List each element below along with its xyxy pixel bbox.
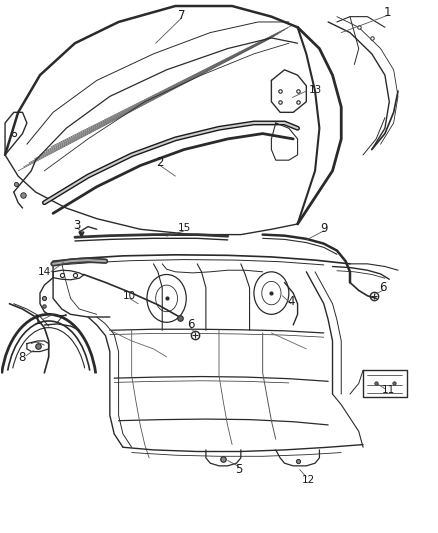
- Text: 9: 9: [320, 222, 328, 235]
- Text: 7: 7: [178, 9, 186, 22]
- Text: 15: 15: [177, 223, 191, 233]
- Text: 2: 2: [156, 156, 164, 169]
- Text: 14: 14: [38, 267, 51, 277]
- Text: 4: 4: [287, 295, 295, 308]
- Text: 12: 12: [302, 475, 315, 485]
- Text: 3: 3: [74, 219, 81, 231]
- Text: 1: 1: [383, 6, 391, 19]
- Text: 8: 8: [18, 351, 25, 365]
- Text: 6: 6: [379, 281, 386, 294]
- Text: 6: 6: [187, 319, 194, 332]
- Text: 5: 5: [235, 463, 242, 476]
- Text: 11: 11: [382, 385, 395, 395]
- Text: 1: 1: [34, 314, 42, 327]
- Text: 13: 13: [308, 85, 322, 95]
- Text: 10: 10: [123, 290, 136, 301]
